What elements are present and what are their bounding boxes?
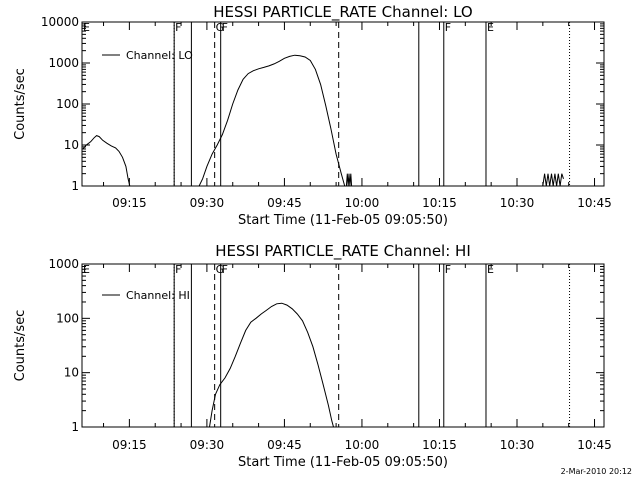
y-tick-label: 10000 <box>41 15 79 29</box>
marker-flag-label: G <box>216 263 225 276</box>
x-tick-label: 10:00 <box>345 196 380 210</box>
hi-channel-panel: HESSI PARTICLE_RATE Channel: HIF GF F EE110… <box>13 242 612 470</box>
y-axis-label: Counts/sec <box>13 310 28 382</box>
marker-flag-label: F <box>222 263 228 276</box>
x-tick-label: 09:30 <box>190 438 225 452</box>
date-stamp: 2-Mar-2010 20:12 <box>561 467 632 476</box>
series-line <box>542 173 564 187</box>
series-line <box>198 54 346 187</box>
x-tick-label: 09:30 <box>190 196 225 210</box>
x-axis-label: Start Time (11-Feb-05 09:05:50) <box>238 213 448 228</box>
legend-label: Channel: LO <box>126 49 193 62</box>
marker-flag-label: E <box>487 263 494 276</box>
plot-frame <box>81 263 605 428</box>
marker-flag-label: E <box>487 21 494 34</box>
x-tick-label: 10:45 <box>577 438 612 452</box>
y-tick-label: 100 <box>56 311 79 325</box>
plot-frame <box>81 21 605 187</box>
y-tick-label: 1000 <box>48 56 79 70</box>
corner-flag-label: E <box>83 263 90 276</box>
x-tick-label: 10:15 <box>422 438 457 452</box>
y-tick-label: 1 <box>71 420 79 434</box>
x-tick-label: 10:30 <box>500 196 535 210</box>
marker-flag-label: F <box>445 21 451 34</box>
marker-flag-label: F <box>175 21 181 34</box>
x-tick-label: 09:45 <box>267 438 302 452</box>
x-tick-label: 09:45 <box>267 196 302 210</box>
legend-label: Channel: HI <box>126 289 190 302</box>
corner-flag-label: E <box>83 21 90 34</box>
x-tick-label: 09:15 <box>112 438 147 452</box>
series-line <box>345 173 353 187</box>
x-axis-label: Start Time (11-Feb-05 09:05:50) <box>238 455 448 470</box>
x-tick-label: 09:15 <box>112 196 147 210</box>
x-tick-label: 10:15 <box>422 196 457 210</box>
marker-flag-label: F <box>175 263 181 276</box>
y-axis-label: Counts/sec <box>13 68 28 140</box>
series-line <box>82 135 131 187</box>
y-tick-label: 1 <box>71 179 79 193</box>
y-tick-label: 10 <box>64 366 79 380</box>
marker-flag-label: F <box>222 21 228 34</box>
y-tick-label: 10 <box>64 138 79 152</box>
y-tick-label: 1000 <box>48 257 79 271</box>
series-line <box>209 302 334 428</box>
y-tick-label: 100 <box>56 97 79 111</box>
x-tick-label: 10:30 <box>500 438 535 452</box>
lo-channel-panel: HESSI PARTICLE_RATE Channel: LOF GF F EE110… <box>13 3 612 228</box>
chart-title: HESSI PARTICLE_RATE Channel: HI <box>215 242 471 261</box>
marker-flag-label: F <box>445 263 451 276</box>
x-tick-label: 10:45 <box>577 196 612 210</box>
x-tick-label: 10:00 <box>345 438 380 452</box>
chart-title: HESSI PARTICLE_RATE Channel: LO <box>213 3 472 22</box>
marker-flag-label: G <box>216 21 225 34</box>
